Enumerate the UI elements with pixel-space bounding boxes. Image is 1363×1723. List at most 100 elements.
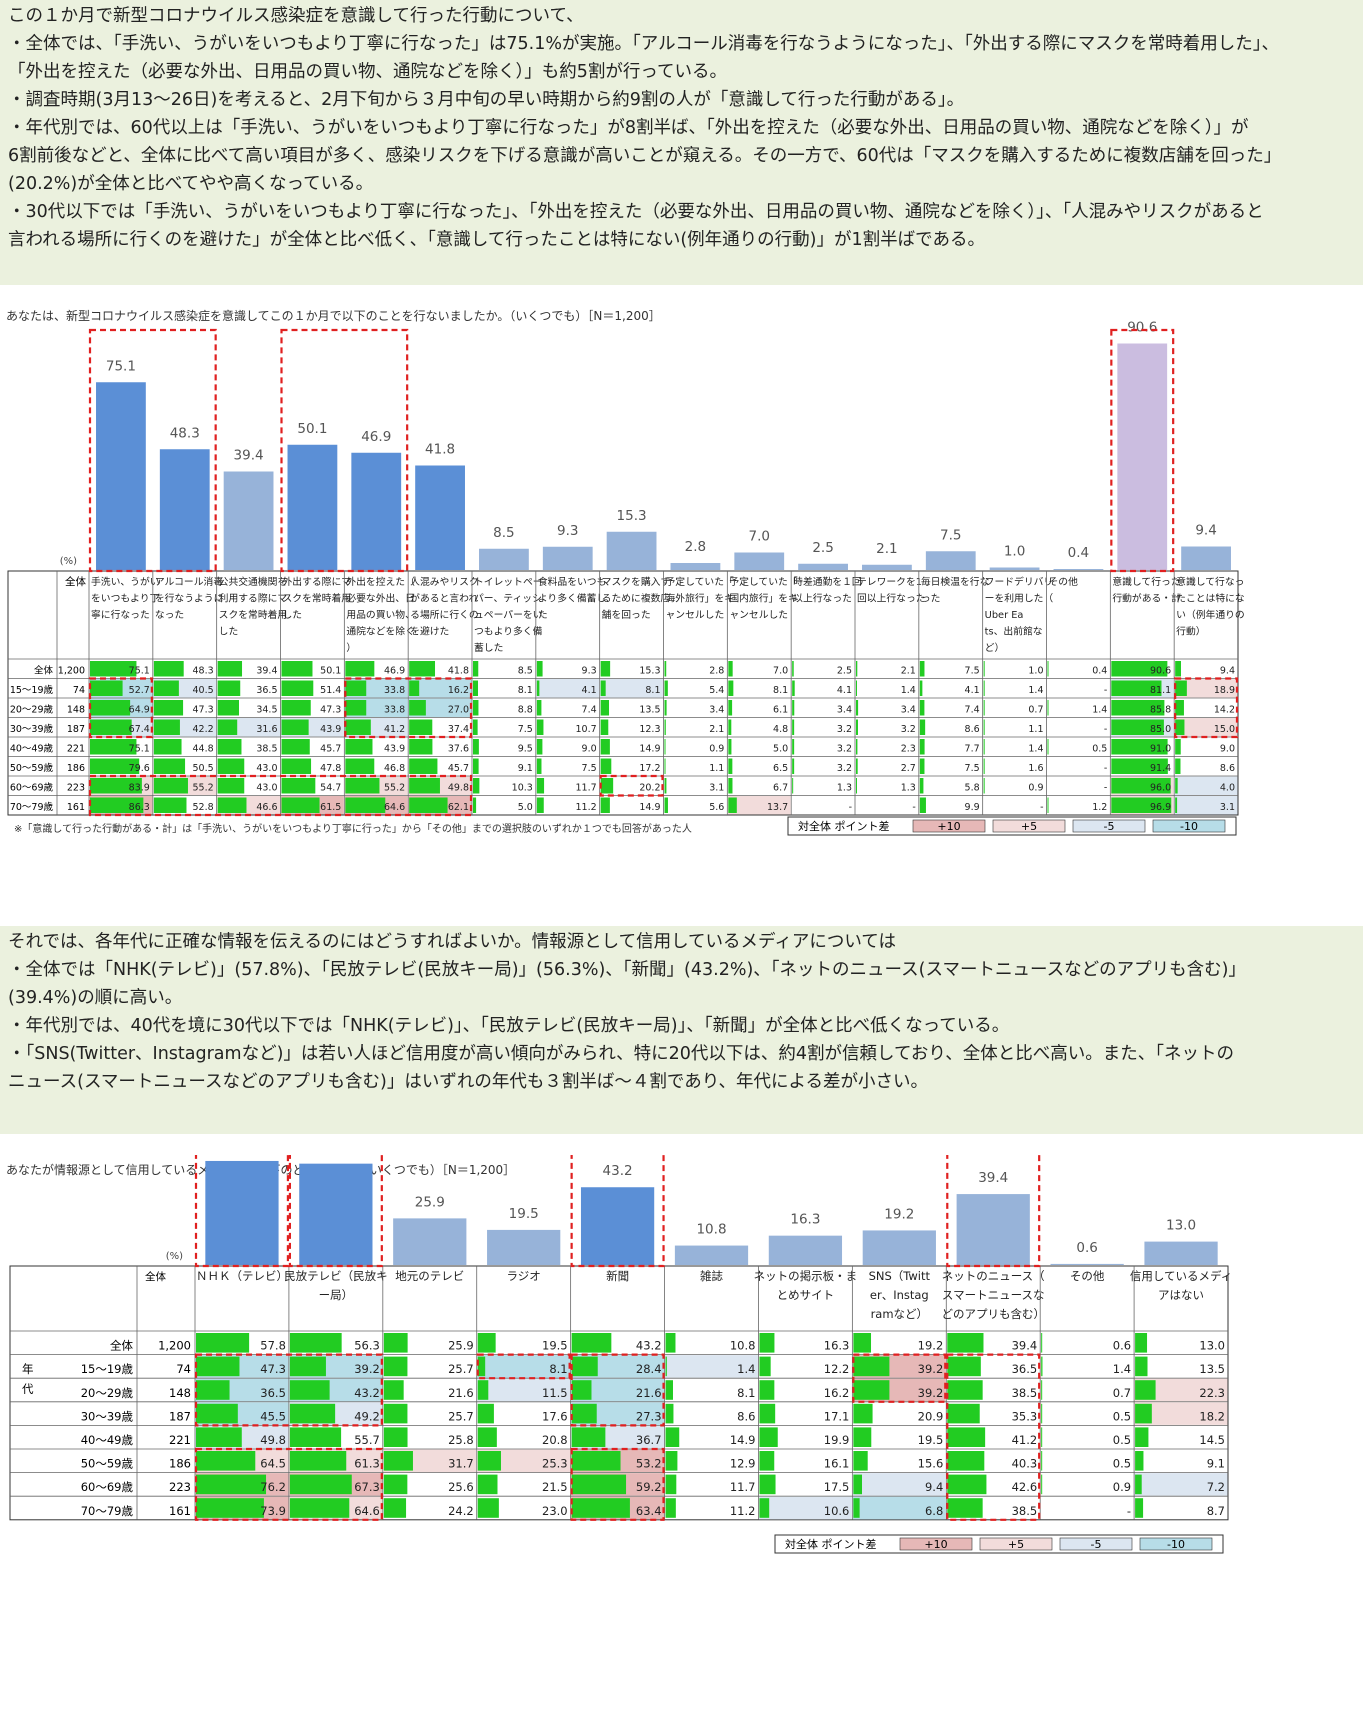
column-header: スクを常時着用 xyxy=(219,608,288,621)
legend-title: 対全体 ポイント差 xyxy=(785,1537,877,1551)
column-header: 外出を控えた（ xyxy=(346,575,415,588)
legend-frame xyxy=(774,1534,1224,1554)
diff-cell xyxy=(1174,776,1238,795)
column-header: があると言われ xyxy=(410,592,478,605)
mini-bar xyxy=(345,797,386,813)
cell-value: 6.5 xyxy=(773,763,788,774)
cell-value: 10.8 xyxy=(730,1339,756,1353)
mini-bar xyxy=(217,719,238,735)
cell-value: 6.8 xyxy=(925,1504,943,1518)
mini-bar xyxy=(856,719,858,735)
column-header: テレワークを1 xyxy=(857,576,922,588)
cell-value: 1.1 xyxy=(1028,724,1043,735)
mini-bar xyxy=(759,1380,775,1400)
cell-value: 25.7 xyxy=(448,1409,474,1423)
mini-bar xyxy=(983,700,985,716)
mini-bar xyxy=(1047,700,1049,716)
cell-value: 3.4 xyxy=(837,705,852,716)
emphasis-box xyxy=(280,328,409,573)
legend-swatch xyxy=(899,1537,973,1551)
cell-value: 41.2 xyxy=(384,724,405,735)
cell-value: 96.9 xyxy=(1150,802,1171,813)
column-header: い（例年通りの xyxy=(1176,608,1245,621)
cell-value: 37.4 xyxy=(448,724,469,735)
cell-value: 9.4 xyxy=(1220,666,1235,677)
cell-value: 45.7 xyxy=(448,763,469,774)
mini-bar xyxy=(856,700,859,716)
unit-label: (%) xyxy=(60,556,77,567)
cell-value: - xyxy=(912,802,915,813)
mini-bar xyxy=(728,680,734,696)
bar-value-label: 8.5 xyxy=(493,525,514,541)
cell-value: 16.2 xyxy=(824,1386,850,1400)
bar-value-label: 19.5 xyxy=(509,1206,539,1222)
column-header: ネットの掲示板・ま xyxy=(754,1269,858,1283)
mini-bar xyxy=(571,1498,630,1518)
mini-bar xyxy=(571,1333,612,1353)
bar-value-label: 56.3 xyxy=(321,1155,351,1156)
mini-bar xyxy=(600,700,610,716)
cell-value: 25.9 xyxy=(448,1339,474,1353)
mini-bar xyxy=(947,1427,986,1447)
cell-value: 55.7 xyxy=(354,1433,380,1447)
mini-bar xyxy=(153,719,180,735)
column-header: 行動がある・計 xyxy=(1112,592,1181,605)
cell-value: 85.8 xyxy=(1150,705,1171,716)
legend-label: +10 xyxy=(937,820,960,833)
row-n: 148 xyxy=(67,705,85,716)
row-n: 186 xyxy=(169,1457,191,1471)
mini-bar xyxy=(919,778,924,794)
mini-bar xyxy=(728,661,733,677)
cell-value: 18.9 xyxy=(1214,685,1235,696)
mini-bar xyxy=(1041,1403,1043,1424)
cell-value: 2.5 xyxy=(837,666,852,677)
mini-bar xyxy=(1175,778,1178,794)
cell-value: 37.6 xyxy=(448,744,469,755)
mini-bar xyxy=(477,1451,501,1471)
cell-value: 8.8 xyxy=(518,705,533,716)
bar-value-label: 2.8 xyxy=(685,539,706,555)
summary-box-2: それでは、各年代に正確な情報を伝えるのにはどうすればよいか。情報源として信用して… xyxy=(0,926,1363,1134)
summary-line: ・年代別では、60代以上は「手洗い、うがいをいつもより丁寧に行なった」が8割半ば… xyxy=(8,118,1249,138)
mini-bar xyxy=(728,700,733,716)
cell-value: 40.5 xyxy=(193,685,214,696)
mini-bar xyxy=(281,680,314,696)
mini-bar xyxy=(345,661,375,677)
mini-bar xyxy=(153,680,179,696)
mini-bar xyxy=(919,719,926,735)
summary-line: (39.4%)の順に高い。 xyxy=(8,988,183,1008)
bar-value-label: 48.3 xyxy=(170,425,200,441)
cell-value: 3.2 xyxy=(837,724,852,735)
cell-value: 43.0 xyxy=(256,763,277,774)
cell-value: 3.1 xyxy=(709,783,724,794)
cell-value: 61.3 xyxy=(354,1457,380,1471)
diff-cell xyxy=(1174,718,1238,737)
bar-value-label: 9.3 xyxy=(557,523,578,539)
mini-bar xyxy=(289,1427,342,1447)
cell-value: - xyxy=(1104,685,1107,696)
mini-bar xyxy=(383,1333,408,1353)
mini-bar xyxy=(759,1474,776,1495)
cell-value: 17.5 xyxy=(824,1480,850,1494)
cell-value: 67.4 xyxy=(129,724,150,735)
cell-value: 14.2 xyxy=(1214,705,1235,716)
diff-cell xyxy=(477,1355,571,1378)
emphasis-box xyxy=(194,1447,383,1521)
column-header: た xyxy=(538,609,548,621)
diff-cell xyxy=(1174,796,1238,815)
column-header: 予定していた「 xyxy=(729,575,797,588)
cell-value: 36.7 xyxy=(636,1433,662,1447)
summary-line: 「外出を控えた（必要な外出、日用品の買い物、通院などを除く）」も約5割が行ってい… xyxy=(8,62,728,82)
mini-bar xyxy=(536,797,544,813)
cell-value: 3.2 xyxy=(901,724,916,735)
cell-value: 15.3 xyxy=(639,666,660,677)
emphasis-box xyxy=(946,1353,1041,1521)
mini-bar xyxy=(281,778,316,794)
bar-value-label: 39.4 xyxy=(234,448,264,464)
emphasis-box xyxy=(88,328,217,573)
row-n: 74 xyxy=(73,685,85,696)
mini-bar xyxy=(919,739,925,755)
bar-13 xyxy=(925,551,976,570)
cell-value: 13.5 xyxy=(639,705,660,716)
mini-bar xyxy=(345,680,367,696)
